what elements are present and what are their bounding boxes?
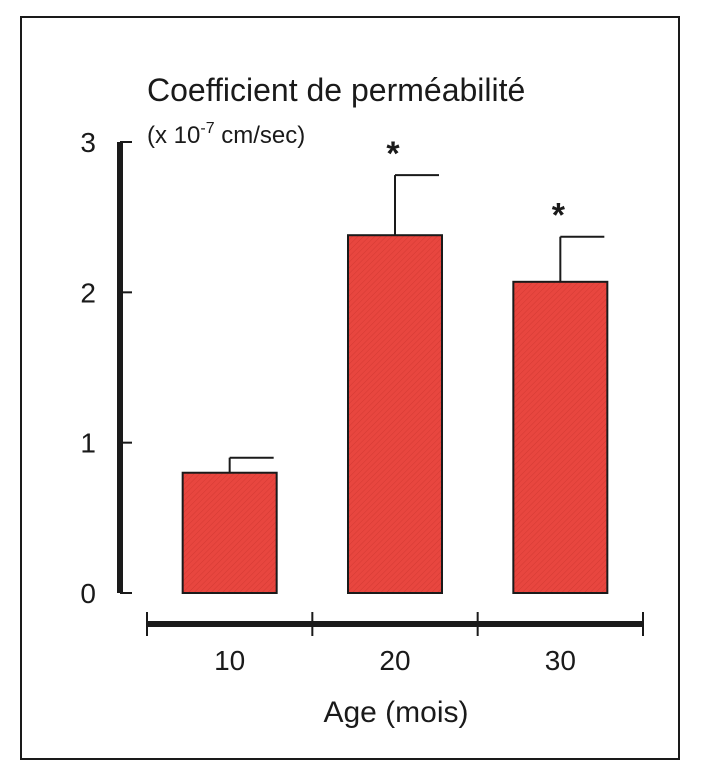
- bars: **: [181, 135, 609, 595]
- x-tick-label: 10: [214, 645, 245, 676]
- bar-20: [347, 234, 443, 594]
- significance-marker: *: [386, 135, 400, 173]
- bar-30: [512, 280, 609, 594]
- y-tick-label: 0: [80, 578, 96, 609]
- y-tick-label: 1: [80, 428, 96, 459]
- significance-marker: *: [552, 197, 566, 235]
- y-axis-unit-label: (x 10-7 cm/sec): [147, 120, 305, 149]
- x-axis: 10 20 30: [146, 612, 644, 676]
- y-axis: 0 1 2 3: [80, 127, 132, 609]
- x-tick-label: 20: [379, 645, 410, 676]
- x-axis-label: Age (mois): [323, 696, 468, 729]
- y-tick-label: 3: [80, 127, 96, 158]
- chart-title: Coefficient de perméabilité: [147, 72, 525, 108]
- y-tick-label: 2: [80, 277, 96, 308]
- x-tick-label: 30: [545, 645, 576, 676]
- bar-10: [181, 471, 278, 595]
